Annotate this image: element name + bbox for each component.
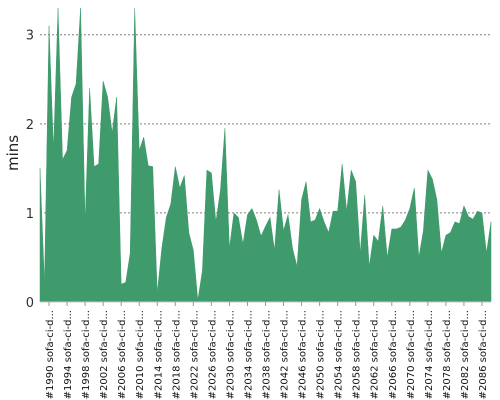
x-tick-label: #2022 sofa-ci-d... <box>189 310 200 399</box>
x-tick-label: #2002 sofa-ci-d... <box>99 310 110 399</box>
x-tick-label: #2074 sofa-ci-d... <box>424 310 435 399</box>
x-tick-label: #1990 sofa-ci-d... <box>45 310 56 399</box>
x-tick-label: #2042 sofa-ci-d... <box>280 310 291 399</box>
x-tick-label: #2006 sofa-ci-d... <box>117 310 128 399</box>
x-tick-label: #2054 sofa-ci-d... <box>334 310 345 399</box>
x-tick-label: #2046 sofa-ci-d... <box>298 310 309 399</box>
area-series <box>39 7 492 303</box>
y-tick-label: 2 <box>26 118 34 133</box>
y-tick-label: 0 <box>26 296 34 311</box>
y-tick-label: 3 <box>26 29 34 44</box>
x-tick-label: #2070 sofa-ci-d... <box>406 310 417 399</box>
x-tick-label: #2050 sofa-ci-d... <box>316 310 327 399</box>
grid-lines <box>40 34 491 214</box>
x-tick-label: #2086 sofa-ci-d... <box>478 310 489 399</box>
x-tick-label: #2082 sofa-ci-d... <box>460 310 471 399</box>
x-tick-label: #2034 sofa-ci-d... <box>243 310 254 399</box>
area-fill <box>39 7 492 303</box>
y-axis-label: mins <box>4 135 22 171</box>
x-tick-label: #2038 sofa-ci-d... <box>262 310 273 399</box>
y-tick-label: 1 <box>26 207 34 222</box>
x-tick-label: #2010 sofa-ci-d... <box>135 310 146 399</box>
x-tick-label: #2030 sofa-ci-d... <box>225 310 236 399</box>
x-tick-label: #1998 sofa-ci-d... <box>81 310 92 399</box>
x-tick-label: #2078 sofa-ci-d... <box>442 310 453 399</box>
x-tick-label: #2058 sofa-ci-d... <box>352 310 363 399</box>
x-tick-label: #2014 sofa-ci-d... <box>153 310 164 399</box>
x-tick-labels: #1990 sofa-ci-d... #1994 sofa-ci-d... #199… <box>45 302 489 399</box>
x-tick-label: #2062 sofa-ci-d... <box>370 310 381 399</box>
y-tick-labels: 0 1 2 3 <box>26 29 34 311</box>
x-tick-label: #2018 sofa-ci-d... <box>171 310 182 399</box>
x-tick-label: #2026 sofa-ci-d... <box>207 310 218 399</box>
x-tick-label: #1994 sofa-ci-d... <box>63 310 74 399</box>
x-tick-label: #2066 sofa-ci-d... <box>388 310 399 399</box>
